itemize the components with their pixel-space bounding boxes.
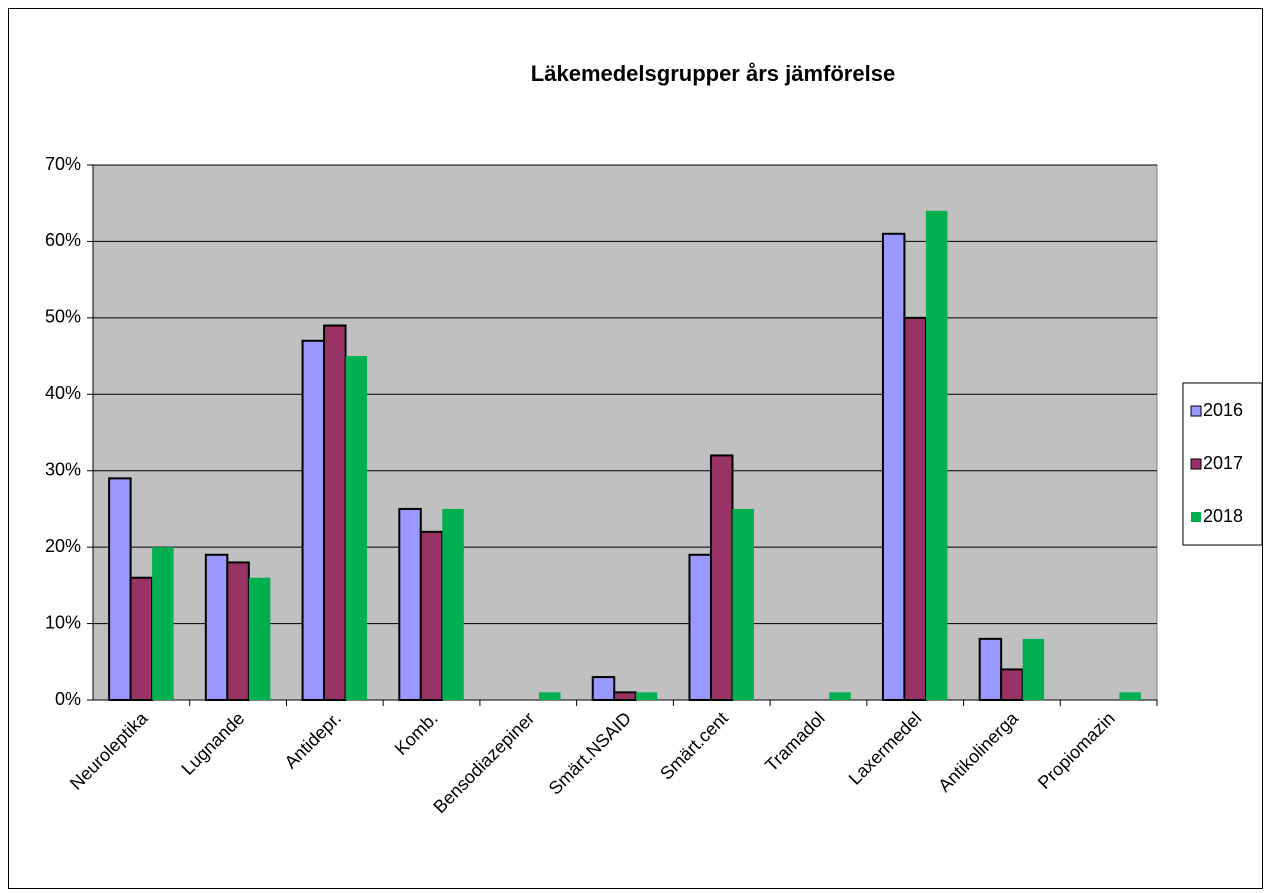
legend-swatch <box>1191 512 1201 522</box>
bar <box>709 454 734 701</box>
bar <box>442 508 464 700</box>
bar <box>925 210 948 700</box>
bar <box>539 692 561 700</box>
bar <box>732 508 754 700</box>
bar <box>108 477 132 701</box>
y-tick-label: 0% <box>55 689 81 709</box>
bar <box>635 692 658 700</box>
y-tick-label: 40% <box>45 383 81 403</box>
legend-label: 2018 <box>1203 506 1243 526</box>
bar <box>152 547 174 700</box>
legend-label: 2017 <box>1203 453 1243 473</box>
legend-label: 2016 <box>1203 400 1243 420</box>
bar <box>688 553 712 701</box>
bar <box>129 576 154 702</box>
bar <box>204 553 229 701</box>
y-tick-label: 60% <box>45 230 81 250</box>
legend-swatch <box>1190 458 1202 470</box>
y-tick-label: 10% <box>45 612 81 632</box>
bar <box>323 324 347 701</box>
bar <box>345 356 368 700</box>
bar <box>398 507 422 701</box>
y-tick-label: 20% <box>45 536 81 556</box>
bar <box>903 316 927 701</box>
bar <box>978 637 1003 701</box>
y-tick-label: 50% <box>45 307 81 327</box>
chart-title: Läkemedelsgrupper års jämförelse <box>531 61 895 86</box>
bar <box>881 232 906 702</box>
bar <box>613 691 637 701</box>
bar <box>1022 638 1045 700</box>
bar <box>829 692 851 700</box>
bar <box>1119 692 1141 700</box>
bar <box>248 577 271 700</box>
legend-swatch <box>1190 405 1202 417</box>
bar <box>301 339 326 701</box>
bar <box>1000 668 1024 702</box>
bar <box>591 676 616 701</box>
bar <box>226 561 250 702</box>
y-tick-label: 30% <box>45 459 81 479</box>
bar <box>419 530 444 701</box>
y-tick-label: 70% <box>45 154 81 174</box>
